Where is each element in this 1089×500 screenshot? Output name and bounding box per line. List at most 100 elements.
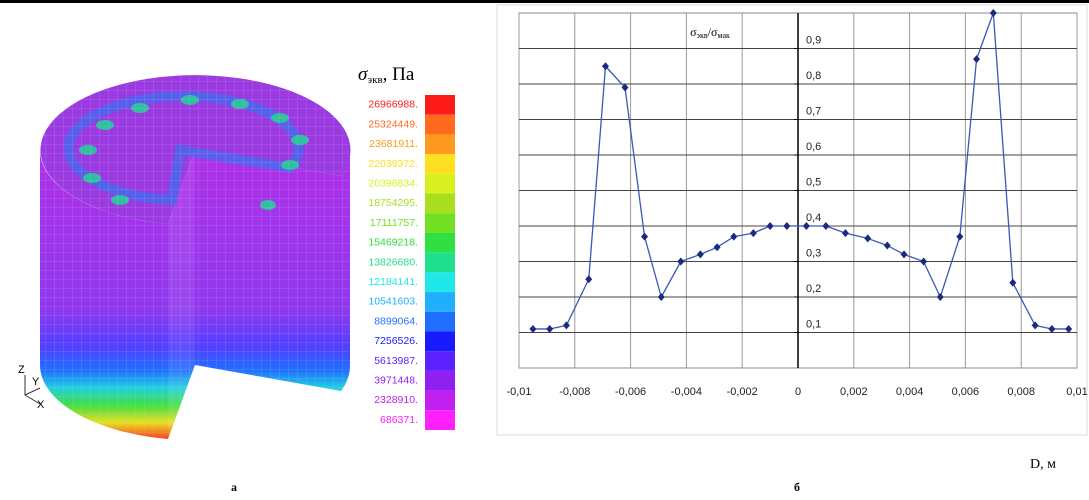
x-tick-label: 0,01 [1066,386,1087,398]
data-point [677,258,684,266]
data-point [973,55,980,63]
data-point [750,229,757,237]
y-tick-label: 0,7 [806,105,821,117]
x-tick-label: -0,004 [671,386,702,398]
colorbar-label: 23681911. [369,138,418,150]
triad-label: X [37,399,45,411]
colorbar-swatch [425,292,455,312]
x-tick-label: 0,008 [1007,386,1035,398]
colorbar-label: 15469218. [368,237,418,249]
x-tick-label: -0,01 [506,386,531,398]
data-point [767,222,774,230]
data-point [956,233,963,241]
x-axis-label: D, м [1030,457,1056,472]
colorbar-swatch [425,213,455,233]
data-point [842,229,849,237]
y-tick-label: 0,4 [806,212,821,224]
x-tick-label: -0,008 [559,386,590,398]
colorbar-swatch [425,391,455,411]
data-point [1009,279,1016,287]
ylabel-part: экв [697,31,708,40]
data-point [730,233,737,241]
triad-label: Y [32,376,40,388]
colorbar-swatch [425,174,455,194]
data-point [822,222,829,230]
colorbar-swatch [425,253,455,273]
data-point [937,293,944,301]
data-point [783,222,790,230]
data-point [529,325,536,333]
colorbar-swatch [425,233,455,253]
ylabel-part: мак [717,31,730,40]
colorbar-label: 13826680. [368,256,418,268]
colorbar-swatch [425,331,455,351]
y-tick-label: 0,6 [806,141,821,153]
triad-label: Z [18,364,25,376]
panel-label: а [231,480,237,494]
colorbar-label: 10541603. [368,296,418,308]
y-tick-label: 0,2 [806,283,821,295]
colorbar-label: 7256526. [374,335,418,347]
colorbar-label: 18754295. [368,197,418,209]
data-point [901,250,908,258]
mesh [40,75,350,439]
data-point [864,234,871,242]
colorbar-label: 17111757. [370,217,418,229]
title-subscript: экв [367,74,382,86]
colorbar-label: 3971448. [374,375,418,387]
y-tick-label: 0,5 [806,176,821,188]
colorbar-swatch [425,371,455,391]
colorbar-title: σэкв, Па [358,64,415,85]
data-point [920,258,927,266]
data-point [714,243,721,251]
colorbar-swatch [425,134,455,154]
x-tick-label: 0,002 [840,386,868,398]
colorbar-label: 12184141. [368,276,418,288]
colorbar-swatch [425,410,455,430]
x-tick-label: -0,002 [727,386,758,398]
fem-model [40,75,350,439]
panel-label: б [794,480,800,494]
page: Z Y X σэкв, Па а б σэкв/σмак D, м 269669… [0,0,1089,495]
data-point [1048,325,1055,333]
chart-frame [497,5,1087,435]
colorbar-label: 22039372. [368,158,418,170]
ylabel-part: /σ [708,25,718,39]
colorbar-label: 26966988. [368,99,418,111]
data-point [1065,325,1072,333]
data-point [697,250,704,258]
colorbar-swatch [425,351,455,371]
colorbar-swatch [425,272,455,292]
x-tick-label: 0,004 [896,386,924,398]
colorbar-swatch [425,115,455,135]
colorbar-swatch [425,154,455,174]
x-tick-label: -0,006 [615,386,646,398]
y-tick-label: 0,1 [806,318,821,330]
colorbar-swatch [425,194,455,214]
colorbar-label: 686371. [380,414,418,426]
data-line [533,13,1069,329]
y-tick-label: 0,8 [806,70,821,82]
colorbar-swatch [425,312,455,332]
data-point [990,9,997,17]
y-tick-label: 0,3 [806,247,821,259]
data-point [641,233,648,241]
data-point [884,242,891,250]
y-tick-label: 0,9 [806,34,821,46]
x-tick-label: 0 [795,386,801,398]
figure: Z Y X σэкв, Па а б σэкв/σмак D, м 269669… [0,0,1089,495]
top-rule [0,0,1089,3]
colorbar-label: 8899064. [374,315,418,327]
colorbar-label: 5613987. [374,355,418,367]
colorbar-label: 20396834. [368,177,418,189]
data-point [563,321,570,329]
colorbar-label: 2328910. [374,394,418,406]
data-point [546,325,553,333]
x-tick-label: 0,006 [952,386,980,398]
data-point [658,293,665,301]
data-point [585,275,592,283]
colorbar-label: 25324449. [368,118,418,130]
title-unit: , Па [383,64,415,85]
data-point [1032,321,1039,329]
colorbar-swatch [425,95,455,115]
